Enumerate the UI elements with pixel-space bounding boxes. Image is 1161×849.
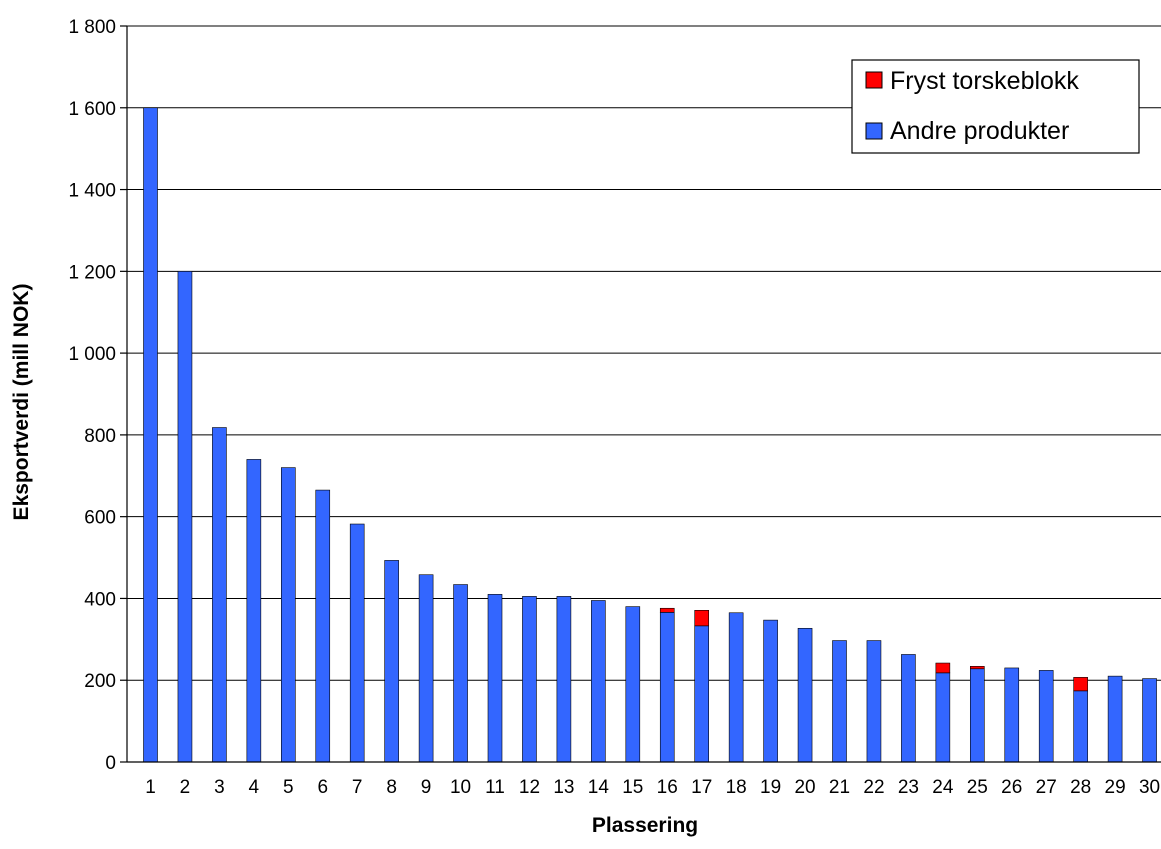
bar-andre-produkter (487, 594, 503, 763)
y-tick-label: 400 (84, 589, 116, 610)
x-tick-label: 22 (863, 777, 884, 798)
bar-fryst-torskeblokk (969, 666, 985, 670)
bar-andre-produkter (349, 523, 365, 763)
x-tick-label: 10 (450, 777, 471, 798)
bar-andre-produkter (1038, 670, 1054, 763)
legend-label-andre-produkter: Andre produkter (890, 117, 1069, 145)
x-axis-ticks: 1 2 3 4 5 6 7 8 9 10 11 12 13 14 15 16 17 18 19 20 21 22 23 24 2… (145, 777, 1160, 798)
y-tick-label: 200 (84, 671, 116, 692)
bar-andre-produkter (763, 619, 778, 763)
legend-swatch-fryst-torskeblokk (865, 71, 883, 89)
y-tick-label: 800 (84, 426, 116, 447)
bars (143, 107, 1157, 763)
x-axis-title: Plassering (592, 814, 698, 837)
x-tick-label: 3 (214, 777, 225, 798)
bar-andre-produkter (728, 612, 744, 763)
legend-label-fryst-torskeblokk: Fryst torskeblokk (890, 67, 1079, 95)
x-tick-label: 27 (1036, 777, 1057, 798)
x-tick-label: 4 (249, 777, 260, 798)
bar-andre-produkter (901, 654, 916, 763)
bar-andre-produkter (418, 574, 434, 763)
x-tick-label: 9 (421, 777, 432, 798)
x-tick-label: 1 (145, 777, 156, 798)
x-tick-label: 6 (317, 777, 328, 798)
x-tick-label: 8 (386, 777, 397, 798)
bar-andre-produkter (935, 672, 951, 763)
bar-fryst-torskeblokk (659, 607, 675, 613)
bar-andre-produkter (1004, 667, 1020, 763)
y-tick-label: 600 (84, 508, 116, 529)
bar-andre-produkter (453, 584, 468, 763)
x-tick-label: 26 (1001, 777, 1022, 798)
bar-andre-produkter (177, 271, 193, 763)
x-tick-label: 11 (485, 777, 505, 798)
y-tick-label: 1 200 (68, 262, 116, 283)
y-tick-label: 0 (105, 753, 116, 774)
y-tick-label: 1 400 (68, 181, 116, 202)
y-axis-title: Eksportverdi (mill NOK) (10, 284, 33, 521)
x-tick-label: 30 (1139, 777, 1160, 798)
x-tick-label: 29 (1105, 777, 1126, 798)
bar-andre-produkter (384, 560, 399, 763)
bar-andre-produkter (1107, 675, 1123, 763)
x-tick-label: 15 (622, 777, 643, 798)
bar-andre-produkter (866, 640, 882, 763)
bar-andre-produkter (969, 668, 985, 763)
x-tick-label: 28 (1070, 777, 1091, 798)
legend-swatch-andre-produkter (865, 122, 883, 140)
x-tick-label: 12 (519, 777, 540, 798)
x-tick-label: 16 (657, 777, 678, 798)
bar-fryst-torskeblokk (694, 610, 710, 627)
bar-andre-produkter (694, 625, 710, 763)
gridlines (127, 25, 1161, 681)
x-tick-label: 24 (932, 777, 954, 798)
bar-andre-produkter (832, 640, 847, 763)
legend-box (851, 59, 1140, 154)
x-tick-label: 13 (553, 777, 574, 798)
bar-andre-produkter (797, 627, 813, 763)
x-tick-label: 23 (898, 777, 919, 798)
bar-andre-produkter (143, 107, 158, 763)
x-tick-label: 18 (726, 777, 747, 798)
bar-andre-produkter (280, 467, 296, 763)
x-tick-label: 19 (760, 777, 781, 798)
x-tick-label: 2 (180, 777, 191, 798)
bar-andre-produkter (315, 489, 331, 763)
bar-andre-produkter (556, 596, 572, 763)
bar-andre-produkter (522, 596, 537, 763)
legend: Fryst torskeblokk Andre produkter (851, 59, 1140, 154)
bar-andre-produkter (1073, 690, 1088, 763)
x-tick-label: 21 (829, 777, 850, 798)
bar-andre-produkter (659, 612, 675, 763)
bar-andre-produkter (591, 600, 606, 763)
y-axis-ticks: 0 200 400 600 800 1 000 1 200 1 400 1 600 1 800 (68, 17, 127, 774)
x-tick-label: 14 (588, 777, 610, 798)
bar-andre-produkter (1142, 678, 1157, 763)
y-tick-label: 1 000 (68, 344, 116, 365)
x-tick-label: 7 (352, 777, 363, 798)
x-tick-label: 25 (967, 777, 988, 798)
y-tick-label: 1 800 (68, 17, 116, 38)
y-tick-label: 1 600 (68, 99, 116, 120)
bar-andre-produkter (212, 427, 227, 763)
x-tick-label: 17 (691, 777, 712, 798)
bar-fryst-torskeblokk (935, 662, 951, 674)
bar-fryst-torskeblokk (1073, 677, 1088, 692)
x-tick-label: 5 (283, 777, 294, 798)
x-tick-label: 20 (794, 777, 815, 798)
bar-andre-produkter (246, 459, 262, 763)
bar-andre-produkter (625, 606, 641, 763)
